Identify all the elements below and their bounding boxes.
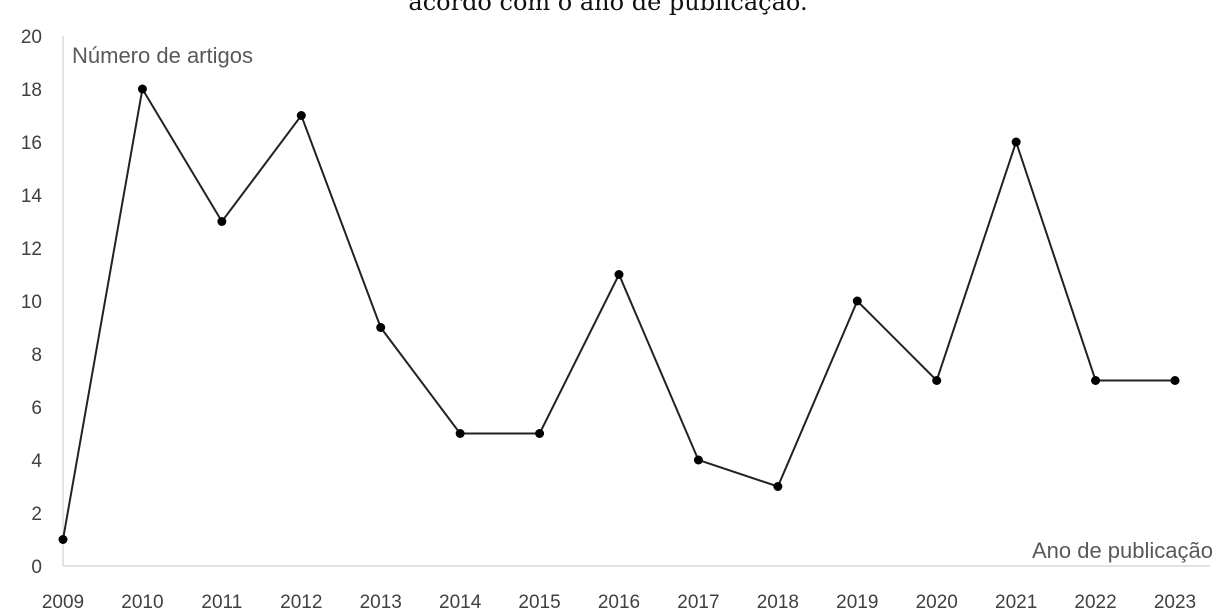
y-axis-label: Número de artigos xyxy=(72,43,253,68)
y-tick-label: 2 xyxy=(31,504,42,525)
data-point xyxy=(376,323,386,332)
data-point xyxy=(296,111,306,120)
x-tick-label: 2020 xyxy=(916,592,958,613)
y-tick-group: 0 2 4 6 8 10 12 14 16 18 20 xyxy=(21,27,43,578)
data-point xyxy=(535,429,545,438)
data-point xyxy=(137,84,147,94)
x-tick-group: 2009 2010 2011 2012 2013 2014 2015 2016 2017 2018… xyxy=(42,592,1196,613)
data-point xyxy=(1011,137,1021,147)
x-tick-label: 2016 xyxy=(598,592,640,613)
x-tick-label: 2014 xyxy=(439,592,482,613)
x-tick-label: 2022 xyxy=(1074,592,1116,613)
x-axis-label: Ano de publicação xyxy=(1032,538,1213,563)
y-tick-label: 4 xyxy=(31,451,42,472)
y-tick-label: 14 xyxy=(21,186,43,207)
data-point xyxy=(1091,376,1101,385)
y-tick-label: 18 xyxy=(21,80,42,101)
y-tick-label: 10 xyxy=(21,292,42,313)
data-point-group xyxy=(58,84,1180,544)
data-point xyxy=(455,429,465,438)
x-tick-label: 2012 xyxy=(280,592,322,613)
x-tick-label: 2009 xyxy=(42,592,84,613)
x-tick-label: 2018 xyxy=(757,592,799,613)
data-point xyxy=(614,270,624,279)
chart-title: acordo com o ano de publicação. xyxy=(408,0,807,16)
x-tick-label: 2010 xyxy=(121,592,163,613)
series-line xyxy=(62,86,1175,540)
data-point xyxy=(932,376,942,385)
y-tick-label: 20 xyxy=(21,27,42,48)
data-point xyxy=(1170,376,1180,385)
data-point xyxy=(58,535,68,544)
y-tick-label: 0 xyxy=(31,557,42,578)
x-tick-label: 2019 xyxy=(836,592,878,613)
x-tick-label: 2017 xyxy=(677,592,719,613)
y-tick-label: 16 xyxy=(21,133,42,154)
data-point xyxy=(693,455,703,465)
x-tick-label: 2015 xyxy=(518,592,560,613)
data-point xyxy=(773,482,783,491)
y-tick-label: 8 xyxy=(31,345,42,366)
data-point xyxy=(217,217,227,226)
y-tick-label: 6 xyxy=(31,398,42,419)
x-tick-label: 2011 xyxy=(201,592,242,613)
y-tick-label: 12 xyxy=(21,239,42,260)
data-point xyxy=(852,296,862,306)
x-tick-label: 2023 xyxy=(1154,592,1196,613)
x-tick-label: 2013 xyxy=(360,592,402,613)
x-tick-label: 2021 xyxy=(995,592,1037,613)
